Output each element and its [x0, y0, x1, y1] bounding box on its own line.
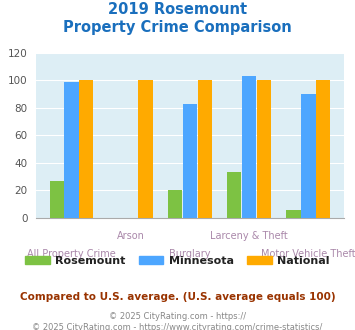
Text: Compared to U.S. average. (U.S. average equals 100): Compared to U.S. average. (U.S. average … [20, 292, 335, 302]
Bar [316, 80, 330, 218]
Bar [50, 181, 64, 218]
Text: © 2025 CityRating.com - https://www.cityrating.com/crime-statistics/: © 2025 CityRating.com - https://www.city… [32, 323, 323, 330]
Text: Larceny & Theft: Larceny & Theft [210, 231, 288, 241]
Text: Burglary: Burglary [169, 249, 211, 259]
Bar [227, 172, 241, 218]
Text: Arson: Arson [117, 231, 144, 241]
Bar [257, 80, 271, 218]
Text: 2019 Rosemount: 2019 Rosemount [108, 2, 247, 16]
Text: © 2025 CityRating.com - https://: © 2025 CityRating.com - https:// [109, 312, 246, 321]
Bar [301, 94, 316, 218]
Bar [183, 104, 197, 218]
Bar [168, 190, 182, 218]
Bar [138, 80, 153, 218]
Bar [242, 76, 256, 218]
Bar [286, 210, 301, 218]
Text: Motor Vehicle Theft: Motor Vehicle Theft [261, 249, 355, 259]
Bar [64, 82, 78, 218]
Bar [198, 80, 212, 218]
Bar [79, 80, 93, 218]
Text: Property Crime Comparison: Property Crime Comparison [63, 20, 292, 35]
Legend: Rosemount, Minnesota, National: Rosemount, Minnesota, National [21, 251, 334, 270]
Text: All Property Crime: All Property Crime [27, 249, 116, 259]
